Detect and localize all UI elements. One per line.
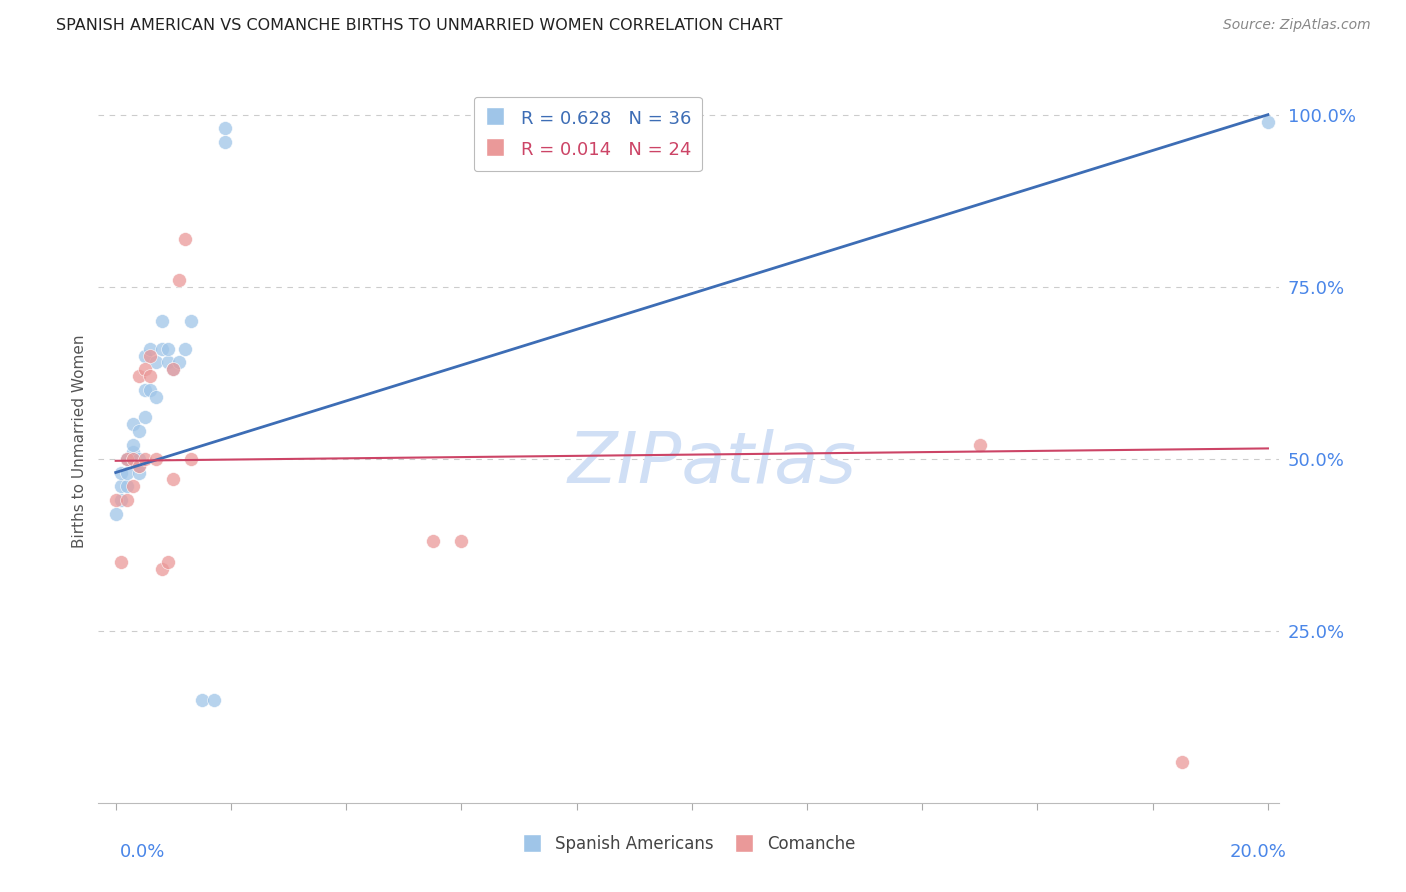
Point [156,555,179,569]
Point [1257,114,1279,128]
Point [128,369,150,384]
Point [122,479,145,493]
Point [150,342,173,356]
Point [167,355,190,369]
Text: SPANISH AMERICAN VS COMANCHE BIRTHS TO UNMARRIED WOMEN CORRELATION CHART: SPANISH AMERICAN VS COMANCHE BIRTHS TO U… [56,18,783,33]
Point [180,451,202,466]
Point [139,349,162,363]
Point [450,534,472,549]
Text: 20.0%: 20.0% [1230,843,1286,861]
Point [134,362,156,376]
Point [156,355,179,369]
Point [214,135,236,149]
Point [110,466,132,480]
Point [104,493,127,508]
Point [115,466,138,480]
Point [145,355,167,369]
Point [122,451,145,466]
Point [134,383,156,397]
Point [128,466,150,480]
Point [115,451,138,466]
Point [128,451,150,466]
Point [110,555,132,569]
Y-axis label: Births to Unmarried Women: Births to Unmarried Women [72,334,87,549]
Text: 0.0%: 0.0% [120,843,165,861]
Point [145,390,167,404]
Point [110,493,132,508]
Point [122,438,145,452]
Point [1170,755,1192,769]
Point [180,314,202,328]
Point [139,369,162,384]
Text: ZIPatlas: ZIPatlas [568,429,858,498]
Point [173,231,195,245]
Point [145,451,167,466]
Point [156,342,179,356]
Point [134,349,156,363]
Point [122,451,145,466]
Point [128,458,150,473]
Point [134,410,156,425]
Text: Source: ZipAtlas.com: Source: ZipAtlas.com [1223,18,1371,32]
Legend: Spanish Americans, Comanche: Spanish Americans, Comanche [516,828,862,860]
Point [162,362,184,376]
Point [115,493,138,508]
Point [128,458,150,473]
Point [969,438,991,452]
Point [134,451,156,466]
Point [122,445,145,459]
Point [115,451,138,466]
Point [150,562,173,576]
Point [104,507,127,521]
Point [139,342,162,356]
Point [128,424,150,438]
Point [167,273,190,287]
Point [115,479,138,493]
Point [173,342,195,356]
Point [150,314,173,328]
Point [422,534,444,549]
Point [115,451,138,466]
Point [202,692,225,706]
Point [122,417,145,432]
Point [162,472,184,486]
Point [139,383,162,397]
Point [214,121,236,136]
Point [162,362,184,376]
Point [191,692,214,706]
Point [110,479,132,493]
